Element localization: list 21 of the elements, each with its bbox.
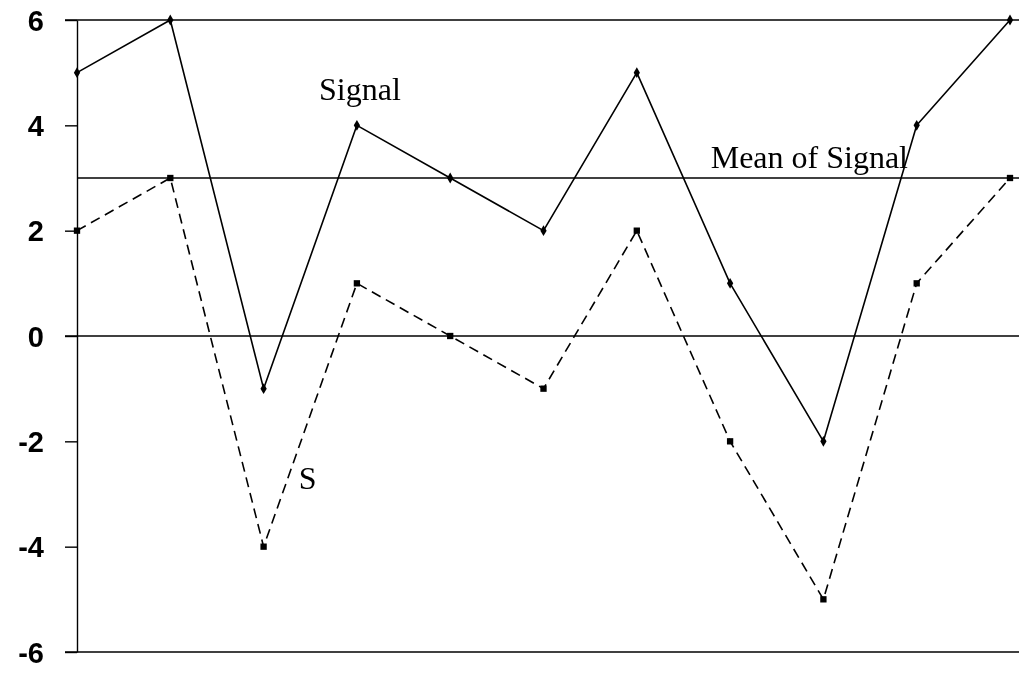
y-tick-label: -6 [18,636,44,669]
point [726,438,734,445]
point [353,280,361,287]
series-label: Signal [319,71,401,108]
point [73,227,81,234]
y-tick-label: 4 [27,109,44,142]
y-tick-label: 2 [27,215,44,248]
point [167,174,174,182]
ref-line-label: Mean of Signal [710,139,909,175]
point [447,332,454,340]
point [540,385,547,392]
point [913,280,920,287]
y-tick-label: 6 [27,4,44,37]
y-tick-label: 0 [27,320,44,353]
series-label: S [298,460,317,497]
point [820,596,827,603]
point [1006,174,1014,182]
point [633,227,640,234]
y-tick-label: -4 [18,531,44,564]
point [260,543,267,550]
y-tick-label: -2 [18,425,44,458]
